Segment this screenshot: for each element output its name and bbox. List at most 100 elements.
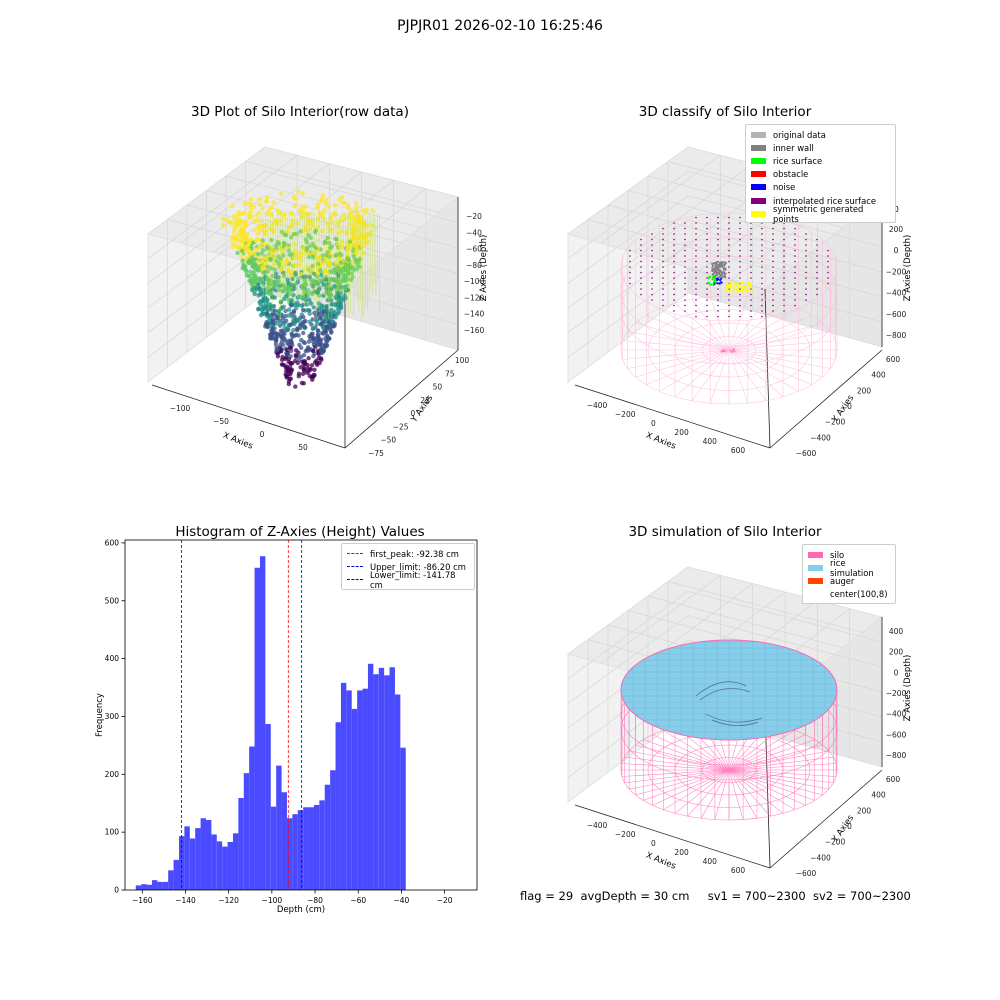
p1-point bbox=[289, 235, 294, 240]
legend-swatch bbox=[751, 184, 766, 191]
p1-point bbox=[293, 270, 298, 276]
p1-point bbox=[274, 258, 279, 264]
histogram-x-tick-label: −40 bbox=[394, 896, 410, 905]
p2-purple-dot bbox=[761, 282, 763, 285]
p2-x-tick-label: 600 bbox=[731, 446, 746, 455]
p1-point bbox=[360, 236, 366, 241]
p1-point bbox=[254, 287, 259, 292]
p2-y-tick-label: −200 bbox=[825, 418, 846, 427]
p1-z-axis-label: Z Axies (Depth) bbox=[479, 235, 489, 302]
p2-purple-dot bbox=[728, 293, 730, 296]
p1-point bbox=[307, 311, 312, 316]
p1-point bbox=[267, 291, 272, 297]
p1-point bbox=[239, 248, 245, 253]
histogram-bar bbox=[351, 708, 358, 890]
p2-purple-dot bbox=[651, 282, 653, 285]
p1-point bbox=[281, 330, 286, 335]
p2-wall-point bbox=[718, 270, 721, 273]
p2-purple-dot bbox=[728, 271, 730, 274]
histogram-y-tick-label: 500 bbox=[105, 596, 120, 605]
p2-purple-dot bbox=[640, 282, 642, 285]
p2-gridline bbox=[567, 268, 689, 358]
p2-purple-dot bbox=[816, 282, 818, 285]
p1-point bbox=[311, 305, 316, 310]
p2-purple-dot bbox=[772, 233, 774, 235]
p2-purple-dot bbox=[728, 244, 730, 246]
p1-point bbox=[269, 266, 274, 271]
p2-purple-dot bbox=[684, 238, 686, 241]
histogram-y-tick-label: 0 bbox=[114, 886, 119, 895]
p2-purple-dot bbox=[684, 255, 686, 257]
p1-point bbox=[272, 308, 278, 313]
p2-purple-dot bbox=[761, 255, 763, 257]
p2-purple-dot bbox=[684, 233, 686, 235]
p1-point bbox=[300, 204, 306, 209]
p2-purple-dot bbox=[717, 288, 719, 290]
p2-purple-dot bbox=[761, 310, 763, 312]
p1-point bbox=[351, 215, 356, 220]
legend-label: noise bbox=[773, 182, 796, 193]
p2-silo-wireframe bbox=[620, 212, 838, 405]
p2-purple-dot bbox=[651, 249, 653, 252]
sv1-value: sv1 = 700~2300 bbox=[707, 889, 806, 903]
histogram-bar bbox=[227, 841, 233, 890]
p2-surface-point bbox=[709, 283, 712, 286]
p2-wall-point bbox=[713, 262, 716, 265]
p1-point bbox=[285, 287, 290, 293]
classify-legend-item: original data bbox=[751, 128, 890, 141]
p2-purple-dot bbox=[728, 315, 730, 318]
p2-purple-dot bbox=[794, 271, 796, 274]
p2-symmetric-point bbox=[735, 289, 738, 292]
p1-point bbox=[251, 279, 256, 284]
p2-purple-dot bbox=[728, 249, 730, 252]
p2-purple-dot bbox=[805, 233, 807, 235]
p2-symmetric-point bbox=[746, 290, 749, 293]
p2-y-tick-label: 400 bbox=[871, 371, 886, 380]
p2-surface-point bbox=[709, 275, 712, 278]
p2-x-axis-label: X Axies bbox=[644, 431, 677, 452]
p2-symmetric-point bbox=[747, 283, 750, 286]
p2-x-tick-label: 0 bbox=[651, 419, 656, 428]
p1-point bbox=[321, 211, 326, 217]
p2-z-tick-label: −400 bbox=[886, 289, 907, 298]
p1-point bbox=[243, 222, 248, 228]
legend-label: original data bbox=[773, 129, 826, 140]
p1-point bbox=[299, 345, 304, 350]
p2-z-axis-label: Z Axies (Depth) bbox=[903, 235, 913, 302]
p4-x-tick-label: 200 bbox=[674, 848, 689, 857]
p2-purple-dot bbox=[695, 227, 697, 230]
p2-purple-dot bbox=[673, 277, 675, 279]
p1-point bbox=[319, 228, 325, 234]
p2-purple-dot bbox=[739, 277, 741, 279]
p2-purple-dot bbox=[816, 277, 818, 279]
p2-purple-dot bbox=[783, 271, 785, 274]
p1-point bbox=[294, 231, 299, 236]
p1-z-tick-label: −40 bbox=[466, 228, 482, 237]
p2-z-tick-label: 0 bbox=[894, 246, 899, 255]
p2-purple-dot bbox=[794, 249, 796, 252]
p1-point bbox=[300, 371, 306, 377]
p2-purple-dot bbox=[706, 260, 708, 263]
p4-x-base bbox=[574, 804, 771, 869]
p2-purple-dot bbox=[783, 249, 785, 252]
p2-wall-point bbox=[720, 271, 723, 274]
p1-point-cloud bbox=[220, 189, 380, 389]
p1-point bbox=[339, 253, 344, 258]
histogram-bar bbox=[394, 694, 401, 890]
p1-point bbox=[265, 246, 270, 251]
p4-depression-line bbox=[705, 713, 763, 723]
p1-x-tick-label: 50 bbox=[298, 443, 308, 452]
p2-purple-dot bbox=[717, 244, 719, 246]
p1-point bbox=[307, 319, 312, 324]
p2-purple-dot bbox=[816, 271, 818, 274]
p2-purple-dot bbox=[706, 233, 708, 235]
p2-purple-dot bbox=[750, 277, 752, 279]
p1-point bbox=[287, 377, 293, 382]
p2-purple-dot bbox=[651, 238, 653, 241]
p2-purple-dot bbox=[750, 266, 752, 268]
p1-point bbox=[289, 303, 294, 308]
p1-point bbox=[284, 368, 289, 374]
classify-legend-item: obstacle bbox=[751, 168, 890, 181]
histogram-bar bbox=[384, 675, 390, 890]
p2-purple-dot bbox=[662, 299, 664, 301]
